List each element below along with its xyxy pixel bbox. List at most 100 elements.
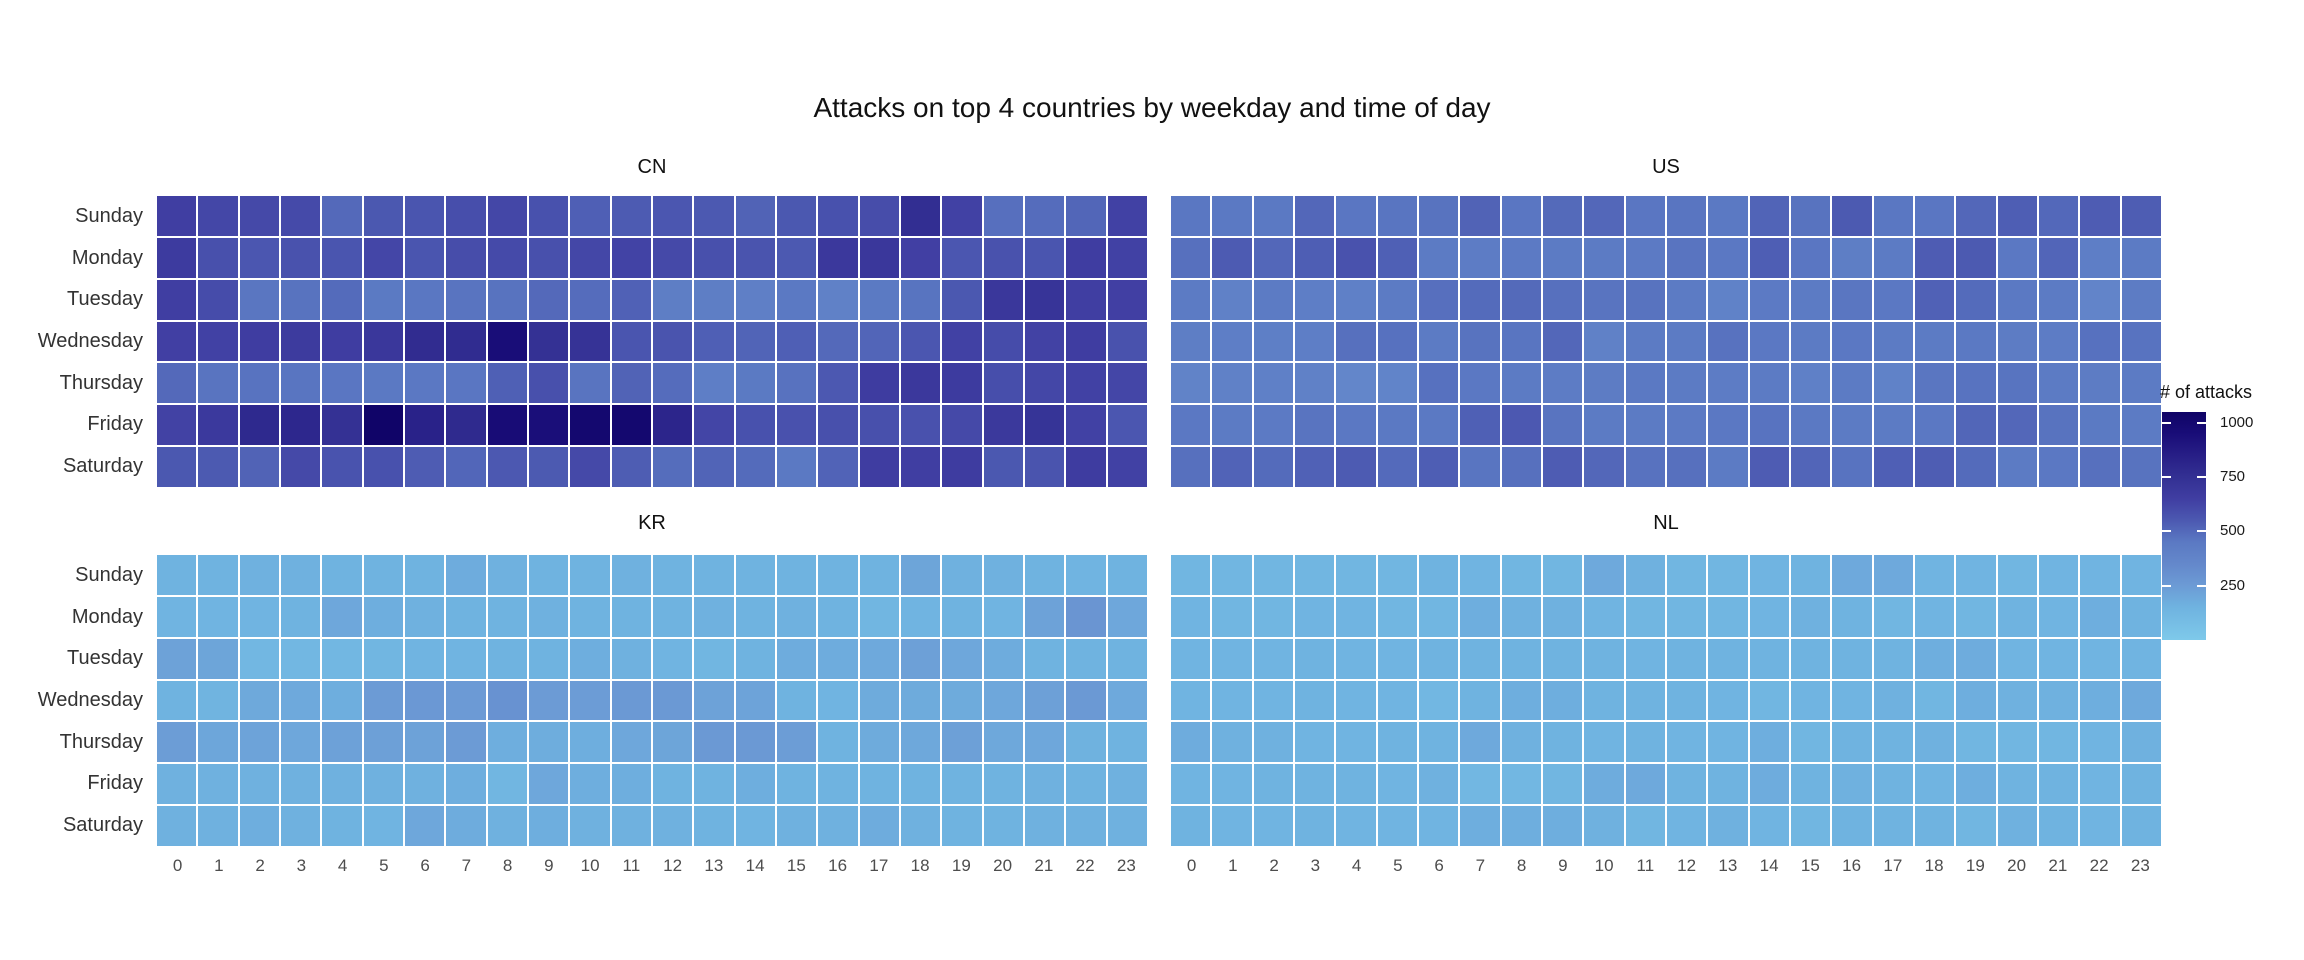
heatmap-cell [2038, 722, 2079, 763]
heatmap-cell [1460, 237, 1500, 278]
heatmap-cell [528, 638, 569, 679]
heatmap-cell [1956, 279, 1996, 320]
heatmap-cell [694, 363, 734, 404]
heatmap-cell [280, 447, 321, 487]
heatmap-cell [1625, 806, 1665, 846]
heatmap-cell [1107, 806, 1147, 846]
heatmap-cell [1997, 555, 2037, 595]
heatmap-cell [239, 555, 279, 595]
heatmap-cell [1584, 196, 1624, 236]
heatmap-cell [363, 638, 403, 679]
heatmap-cell [1873, 638, 1913, 679]
heatmap-cell [900, 279, 941, 320]
heatmap-cell [322, 321, 362, 362]
heatmap-cell [1171, 196, 1211, 236]
heatmap-cell [859, 680, 899, 721]
heatmap-cell [1956, 447, 1996, 487]
heatmap-cell [1584, 806, 1624, 846]
heatmap-cell [1666, 196, 1707, 236]
heatmap-cell [404, 638, 445, 679]
heatmap-cell [1418, 196, 1459, 236]
heatmap-cell [1625, 596, 1665, 637]
heatmap-cell [570, 596, 610, 637]
heatmap-cell [1666, 237, 1707, 278]
heatmap-cell [446, 405, 486, 446]
heatmap-cell [611, 596, 651, 637]
heatmap-cell [446, 596, 486, 637]
heatmap-cell [446, 638, 486, 679]
heatmap-cell [735, 447, 775, 487]
heatmap-cell [487, 405, 527, 446]
hour-label: 19 [1965, 856, 1985, 875]
heatmap-cell [487, 279, 527, 320]
heatmap-cell [1832, 722, 1872, 763]
heatmap-cell [363, 680, 403, 721]
heatmap-cell [983, 279, 1023, 320]
heatmap-cell [1212, 363, 1252, 404]
heatmap-cell [2121, 596, 2161, 637]
hour-label: 2 [1269, 856, 1279, 875]
heatmap-cell [1790, 447, 1831, 487]
heatmap-cell [363, 405, 403, 446]
heatmap-cell [1873, 596, 1913, 637]
legend-tick-mark [2197, 421, 2206, 424]
heatmap-cell [487, 806, 527, 846]
legend-tick-label: 250 [2220, 576, 2246, 594]
heatmap-cell [2038, 363, 2079, 404]
heatmap-cell [322, 363, 362, 404]
heatmap-cell [818, 680, 858, 721]
heatmap-cell [1107, 196, 1147, 236]
heatmap-cell [652, 279, 693, 320]
heatmap-cell [1666, 722, 1707, 763]
heatmap-cell [1542, 596, 1583, 637]
heatmap-cell [1914, 447, 1955, 487]
heatmap-cell [735, 596, 775, 637]
heatmap-cell [1790, 279, 1831, 320]
heatmap-facet-us [1171, 196, 2161, 487]
heatmap-cell [2038, 237, 2079, 278]
heatmap-cell [1418, 638, 1459, 679]
heatmap-cell [1377, 555, 1417, 595]
hour-label: 20 [993, 856, 1013, 875]
heatmap-cell [1542, 196, 1583, 236]
heatmap-cell [1336, 321, 1376, 362]
heatmap-cell [818, 363, 858, 404]
heatmap-cell [611, 405, 651, 446]
heatmap-cell [694, 680, 734, 721]
heatmap-cell [859, 196, 899, 236]
heatmap-cell [1066, 638, 1106, 679]
heatmap-cell [1914, 722, 1955, 763]
heatmap-cell [570, 764, 610, 805]
heatmap-cell [1832, 806, 1872, 846]
heatmap-cell [446, 806, 486, 846]
heatmap-cell [859, 764, 899, 805]
heatmap-cell [694, 722, 734, 763]
heatmap-cell [239, 806, 279, 846]
heatmap-cell [2080, 596, 2120, 637]
hour-label: 10 [1594, 856, 1614, 875]
weekday-label: Saturday [62, 454, 143, 477]
heatmap-cell [859, 237, 899, 278]
heatmap-cell [1873, 722, 1913, 763]
heatmap-cell [363, 447, 403, 487]
heatmap-cell [611, 680, 651, 721]
heatmap-cell [1460, 555, 1500, 595]
heatmap-cell [570, 806, 610, 846]
heatmap-cell [198, 722, 238, 763]
heatmap-cell [1790, 321, 1831, 362]
heatmap-cell [1584, 680, 1624, 721]
heatmap-cell [694, 321, 734, 362]
heatmap-cell [1212, 764, 1252, 805]
heatmap-cell [446, 196, 486, 236]
heatmap-cell [1666, 680, 1707, 721]
heatmap-cell [652, 722, 693, 763]
heatmap-cell [611, 237, 651, 278]
heatmap-cell [1708, 447, 1748, 487]
heatmap-cell [1501, 764, 1541, 805]
heatmap-cell [363, 279, 403, 320]
heatmap-cell [942, 447, 982, 487]
heatmap-cell [446, 363, 486, 404]
heatmap-cell [570, 447, 610, 487]
heatmap-cell [1107, 363, 1147, 404]
heatmap-cell [528, 806, 569, 846]
